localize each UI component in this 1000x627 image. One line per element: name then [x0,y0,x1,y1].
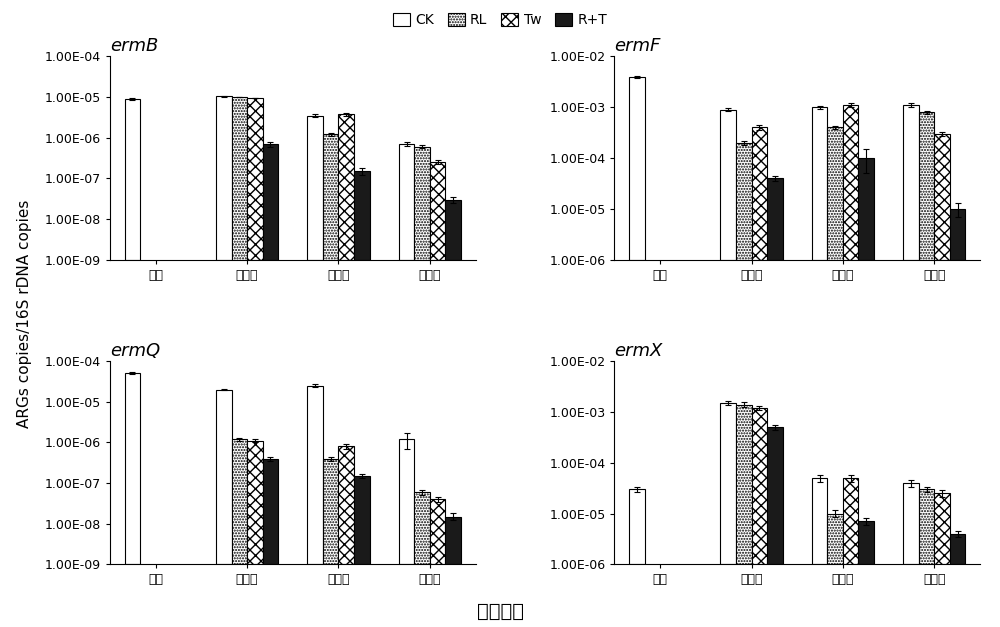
Bar [263,144,278,260]
Bar [720,403,736,564]
Bar [767,178,783,260]
Bar [125,374,140,564]
Bar [903,483,919,564]
Bar [858,522,874,564]
Bar [232,439,247,564]
Bar [720,110,736,260]
Bar [950,209,965,260]
Bar [445,199,461,260]
Bar [307,386,323,564]
Text: ermQ: ermQ [110,342,160,360]
Bar [399,439,414,564]
Bar [919,112,934,260]
Bar [216,96,232,260]
Bar [307,115,323,260]
Bar [752,408,767,564]
Bar [736,143,752,260]
Text: ermF: ermF [614,37,661,55]
Bar [430,499,445,564]
Bar [736,404,752,564]
Text: 堆肥时期: 堆肥时期 [477,602,524,621]
Bar [629,76,645,260]
Bar [216,389,232,564]
Bar [247,441,263,564]
Bar [767,427,783,564]
Bar [125,99,140,260]
Bar [354,476,370,564]
Text: ARGs copies/16S rDNA copies: ARGs copies/16S rDNA copies [17,199,33,428]
Bar [903,105,919,260]
Bar [934,134,950,260]
Bar [354,171,370,260]
Bar [812,478,827,564]
Bar [414,147,430,260]
Bar [399,144,414,260]
Bar [323,134,338,260]
Bar [430,162,445,260]
Bar [338,114,354,260]
Bar [843,478,858,564]
Bar [629,489,645,564]
Bar [843,105,858,260]
Bar [263,458,278,564]
Text: ermB: ermB [110,37,158,55]
Bar [445,517,461,564]
Bar [934,493,950,564]
Bar [858,158,874,260]
Bar [247,98,263,260]
Bar [752,127,767,260]
Bar [950,534,965,564]
Bar [827,127,843,260]
Legend: CK, RL, Tw, R+T: CK, RL, Tw, R+T [393,13,607,27]
Bar [812,107,827,260]
Bar [323,458,338,564]
Bar [827,514,843,564]
Bar [338,446,354,564]
Text: ermX: ermX [614,342,663,360]
Bar [919,489,934,564]
Bar [232,97,247,260]
Bar [414,492,430,564]
